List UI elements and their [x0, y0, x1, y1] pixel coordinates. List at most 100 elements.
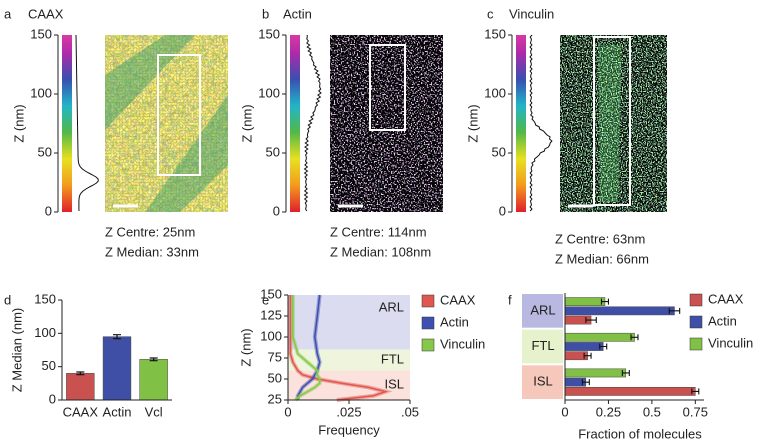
error-bar — [581, 379, 590, 386]
y-tick-label: 150 — [258, 26, 280, 41]
bar — [564, 368, 627, 378]
axes — [61, 300, 172, 401]
y-axis-label: Z (nm) — [11, 104, 26, 142]
x-tick-label: .025 — [336, 404, 361, 419]
error-bar — [630, 334, 639, 341]
y-tick-label: 50 — [266, 144, 280, 159]
y-tick-label: 50 — [492, 144, 506, 159]
bar — [564, 332, 635, 342]
legend-swatch — [689, 293, 703, 307]
y-tick-label: 25 — [268, 391, 282, 406]
depth-profile — [75, 35, 99, 212]
micrograph — [105, 35, 228, 212]
y-tick-label: 150 — [30, 26, 52, 41]
roi-box — [369, 44, 406, 131]
legend-label: Actin — [440, 314, 469, 329]
bar — [66, 373, 95, 401]
z-median: Z Median: 33nm — [105, 244, 199, 259]
x-axis-label: Frequency — [318, 422, 380, 437]
x-axis-label: Fraction of molecules — [578, 426, 702, 441]
y-tick-label: 50 — [42, 358, 56, 373]
roi-box — [157, 54, 201, 176]
y-tick-label: 100 — [258, 85, 280, 100]
error-bar — [76, 371, 85, 376]
panel-label: f — [508, 292, 512, 307]
x-tick-label: Vcl — [145, 404, 163, 419]
y-tick-label: 75 — [268, 349, 282, 364]
error-bar — [691, 388, 700, 395]
bar — [564, 306, 675, 316]
z-centre: Z Centre: 63nm — [555, 231, 645, 246]
panel-label: e — [262, 292, 269, 307]
panel-label: c — [487, 6, 494, 21]
z-median: Z Median: 66nm — [555, 251, 649, 266]
roi-box — [593, 36, 631, 206]
series-line — [292, 295, 321, 401]
bar — [564, 297, 606, 306]
series-line — [297, 294, 321, 400]
y-tick-label: 100 — [260, 328, 282, 343]
colorbar — [516, 35, 526, 212]
panel-label: b — [262, 6, 269, 21]
z-centre: Z Centre: 25nm — [105, 224, 195, 239]
legend-swatch — [689, 337, 703, 351]
speckles — [330, 35, 443, 212]
y-tick-label: 50 — [268, 370, 282, 385]
error-bar — [585, 317, 597, 324]
speckles — [560, 35, 667, 212]
depth-profile — [303, 35, 322, 212]
bar — [564, 342, 604, 351]
legend-label: CAAX — [708, 291, 744, 306]
y-tick-label: 150 — [34, 291, 56, 306]
z-median: Z Median: 108nm — [330, 244, 431, 259]
series-line — [289, 295, 389, 401]
y-tick-label: 0 — [45, 203, 52, 218]
legend-swatch — [421, 338, 435, 352]
x-tick-label: 0.75 — [683, 404, 708, 419]
x-tick-label: CAAX — [63, 404, 99, 419]
y-axis-label: Z (nm) — [465, 104, 480, 142]
panel-title: Vinculin — [509, 6, 554, 21]
error-bar — [621, 369, 630, 376]
y-tick-label: 0 — [273, 203, 280, 218]
stripe — [105, 35, 228, 212]
legend-label: Actin — [708, 313, 737, 328]
y-tick-label: 125 — [260, 307, 282, 322]
legend-label: Vinculin — [440, 336, 485, 351]
x-tick-label: 0 — [561, 404, 568, 419]
error-bar — [113, 334, 121, 340]
y-tick-label: 150 — [260, 286, 282, 301]
bar — [139, 359, 168, 401]
zone-label: ISL — [384, 377, 404, 392]
y-tick-label: FTL — [531, 338, 554, 353]
bar — [102, 336, 132, 401]
bar — [564, 387, 696, 396]
axes — [564, 293, 704, 401]
x-tick-label: 0 — [284, 404, 291, 419]
y-tick-label: 0 — [499, 203, 506, 218]
y-axis-label: Z Median (nm) — [9, 308, 24, 393]
error-bar — [599, 343, 608, 350]
legend-swatch — [421, 294, 435, 308]
y-axis-label: Z (nm) — [239, 104, 254, 142]
legend-label: CAAX — [440, 292, 476, 307]
z-centre: Z Centre: 114nm — [330, 224, 427, 239]
y-tick-label: 100 — [30, 85, 52, 100]
y-tick-label: 150 — [484, 26, 506, 41]
panel-label: a — [4, 6, 12, 21]
depth-profile — [529, 34, 553, 212]
error-bar — [600, 298, 609, 305]
y-tick-label: 100 — [484, 85, 506, 100]
zone-label: FTL — [381, 352, 404, 367]
legend-label: Vinculin — [708, 335, 753, 350]
legend-swatch — [689, 315, 703, 329]
y-tick-label: ARL — [530, 302, 555, 317]
error-bar — [149, 357, 158, 362]
colorbar — [290, 35, 300, 212]
zone — [288, 370, 410, 400]
group-box — [522, 365, 563, 399]
y-tick-label: 0 — [49, 391, 56, 406]
x-tick-label: Actin — [103, 404, 132, 419]
zone — [288, 295, 410, 350]
